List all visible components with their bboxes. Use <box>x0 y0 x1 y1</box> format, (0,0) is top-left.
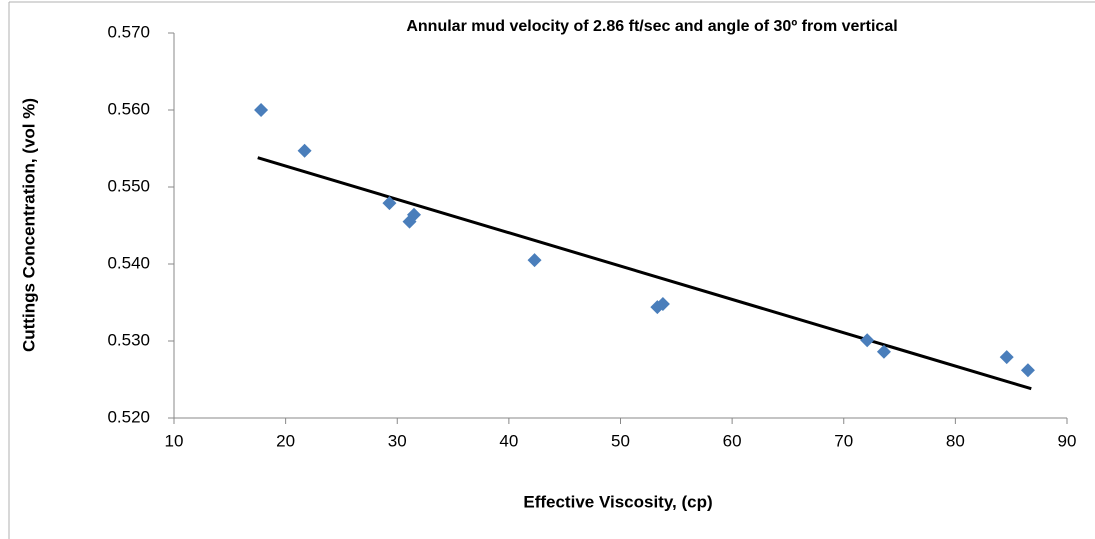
y-tick-label: 0.560 <box>107 99 150 118</box>
x-tick-label: 90 <box>1058 431 1077 450</box>
x-tick-label: 80 <box>946 431 965 450</box>
x-tick-label: 70 <box>834 431 853 450</box>
y-tick-label: 0.570 <box>107 22 150 41</box>
data-point <box>402 214 417 229</box>
data-point <box>1020 363 1035 378</box>
x-tick-label: 30 <box>388 431 407 450</box>
y-tick-label: 0.550 <box>107 176 150 195</box>
data-point <box>527 253 542 268</box>
data-point <box>876 344 891 359</box>
data-point <box>254 103 269 117</box>
data-point <box>999 350 1014 365</box>
data-point <box>382 196 397 211</box>
x-tick-label: 10 <box>165 431 184 450</box>
x-tick-label: 50 <box>611 431 630 450</box>
trendline <box>257 156 1032 391</box>
x-tick-label: 40 <box>499 431 518 450</box>
x-tick-label: 60 <box>723 431 742 450</box>
data-point <box>655 297 670 312</box>
x-tick-label: 20 <box>276 431 295 450</box>
y-tick-label: 0.520 <box>107 407 150 426</box>
y-tick-label: 0.540 <box>107 253 150 272</box>
data-point <box>297 143 312 158</box>
y-tick-label: 0.530 <box>107 330 150 349</box>
y-axis-title: Cuttings Concentration, (vol %) <box>19 98 38 352</box>
data-point <box>860 333 875 348</box>
chart-title: Annular mud velocity of 2.86 ft/sec and … <box>406 18 897 35</box>
x-axis-title: Effective Viscosity, (cp) <box>523 492 712 511</box>
